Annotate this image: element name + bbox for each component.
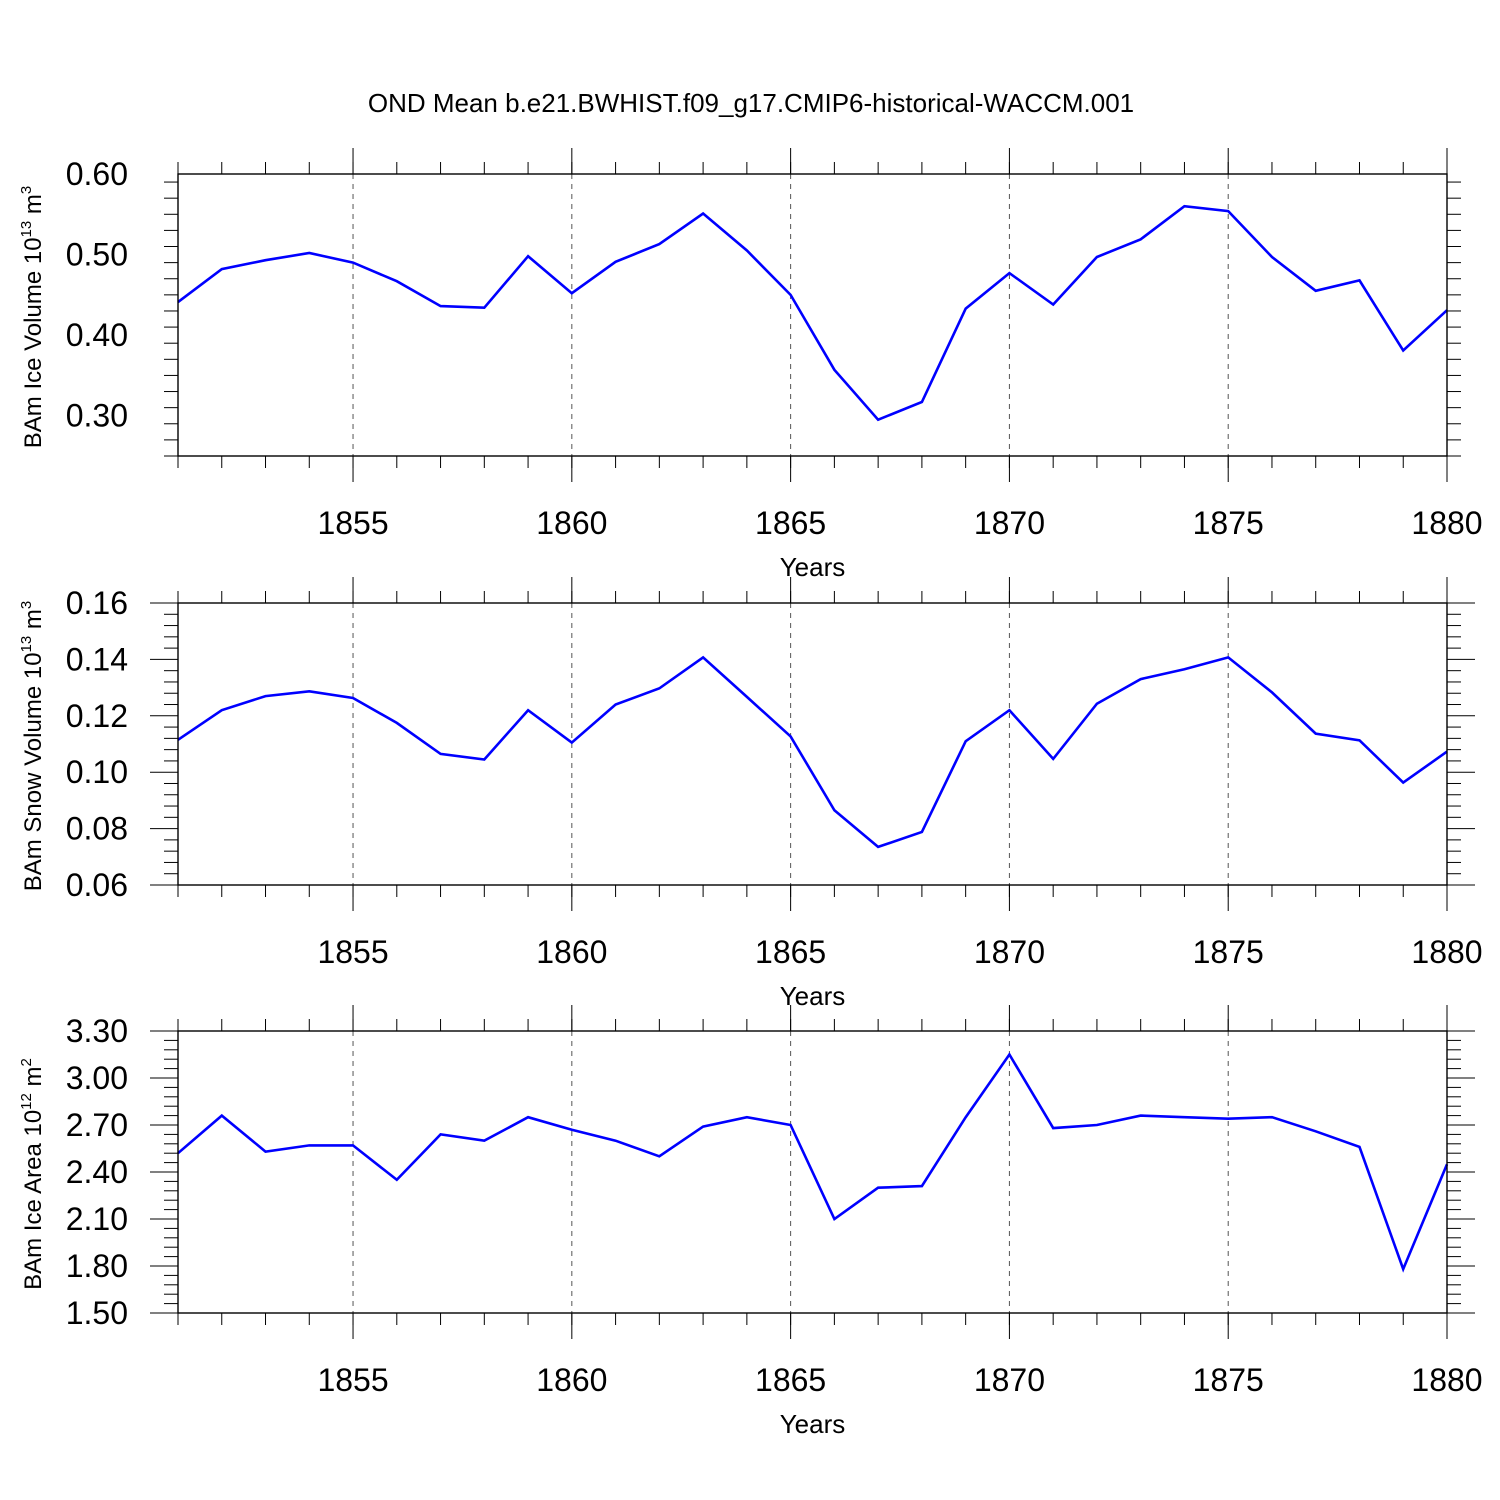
y-axis-label: BAm Snow Volume 1013 m3 <box>18 601 47 892</box>
x-tick-label: 1880 <box>1411 1362 1482 1398</box>
y-tick-label: 0.10 <box>66 754 128 790</box>
y-axis-label-exp: 13 <box>18 636 35 653</box>
x-tick-label: 1875 <box>1193 1362 1264 1398</box>
y-axis-label-unit: m <box>20 1066 47 1093</box>
panel-3: 1.50 1.80 2.10 2.40 2.70 3.00 3.30 1855 1860 1865… <box>18 1005 1483 1439</box>
y-axis-label-exp: 12 <box>18 1093 35 1110</box>
x-tick-label: 1875 <box>1193 934 1264 970</box>
x-axis-label: Years <box>780 981 846 1011</box>
y-tick-label: 3.00 <box>66 1060 128 1096</box>
plot-frame <box>177 1030 1448 1314</box>
y-tick-label: 2.70 <box>66 1107 128 1143</box>
y-axis-label-unit: m <box>20 609 47 636</box>
y-tick-label: 3.30 <box>66 1013 128 1049</box>
y-axis-label-main: BAm Snow Volume 10 <box>20 652 47 891</box>
y-axis-label-unit-exp: 2 <box>18 1058 35 1066</box>
series-line <box>177 1052 1449 1273</box>
y-axis-label-main: BAm Ice Area 10 <box>20 1110 47 1290</box>
y-axis-label-main: BAm Ice Volume 10 <box>20 237 47 448</box>
x-tick-label: 1880 <box>1411 934 1482 970</box>
y-tick-label: 0.30 <box>66 398 128 434</box>
x-tick-label: 1865 <box>755 934 826 970</box>
y-axis-label: BAm Ice Volume 1013 m3 <box>18 186 47 448</box>
y-axis-label: BAm Ice Area 1012 m2 <box>18 1058 47 1290</box>
plot-frame <box>177 173 1448 457</box>
panel-2: 0.06 0.08 0.10 0.12 0.14 0.16 1855 1860 1865 1870… <box>18 577 1483 1011</box>
y-tick-label: 0.14 <box>66 641 128 677</box>
x-tick-label: 1880 <box>1411 505 1482 541</box>
y-tick-label: 1.50 <box>66 1295 128 1331</box>
x-axis-label: Years <box>780 1409 846 1439</box>
x-tick-label: 1855 <box>317 505 388 541</box>
y-axis-label-unit: m <box>20 194 47 221</box>
x-tick-label: 1870 <box>974 505 1045 541</box>
y-tick-label: 2.10 <box>66 1201 128 1237</box>
y-tick-label: 0.06 <box>66 867 128 903</box>
y-axis-label-unit-exp: 3 <box>18 186 35 194</box>
y-axis-label-unit-exp: 3 <box>18 601 35 609</box>
x-tick-label: 1865 <box>755 1362 826 1398</box>
y-tick-label: 0.12 <box>66 698 128 734</box>
x-tick-label: 1870 <box>974 1362 1045 1398</box>
chart-title: OND Mean b.e21.BWHIST.f09_g17.CMIP6-hist… <box>368 88 1134 118</box>
y-tick-label: 0.50 <box>66 237 128 273</box>
y-tick-label: 0.60 <box>66 156 128 192</box>
y-tick-label: 0.08 <box>66 811 128 847</box>
y-axis-label-exp: 13 <box>18 221 35 238</box>
x-tick-label: 1855 <box>317 934 388 970</box>
y-tick-label: 0.16 <box>66 585 128 621</box>
y-tick-label: 0.40 <box>66 317 128 353</box>
x-tick-label: 1875 <box>1193 505 1264 541</box>
series-line <box>177 655 1448 849</box>
x-tick-label: 1860 <box>536 1362 607 1398</box>
y-tick-label: 1.80 <box>66 1248 128 1284</box>
y-tick-label: 2.40 <box>66 1154 128 1190</box>
x-tick-label: 1855 <box>317 1362 388 1398</box>
series-line <box>177 204 1448 422</box>
x-axis-label: Years <box>780 552 846 582</box>
x-tick-label: 1860 <box>536 934 607 970</box>
x-tick-label: 1860 <box>536 505 607 541</box>
panel-1: 0.30 0.40 0.50 0.60 1855 1860 1865 1870 1875 1880… <box>18 148 1483 582</box>
plot-frame <box>177 602 1448 886</box>
x-tick-label: 1865 <box>755 505 826 541</box>
x-tick-label: 1870 <box>974 934 1045 970</box>
